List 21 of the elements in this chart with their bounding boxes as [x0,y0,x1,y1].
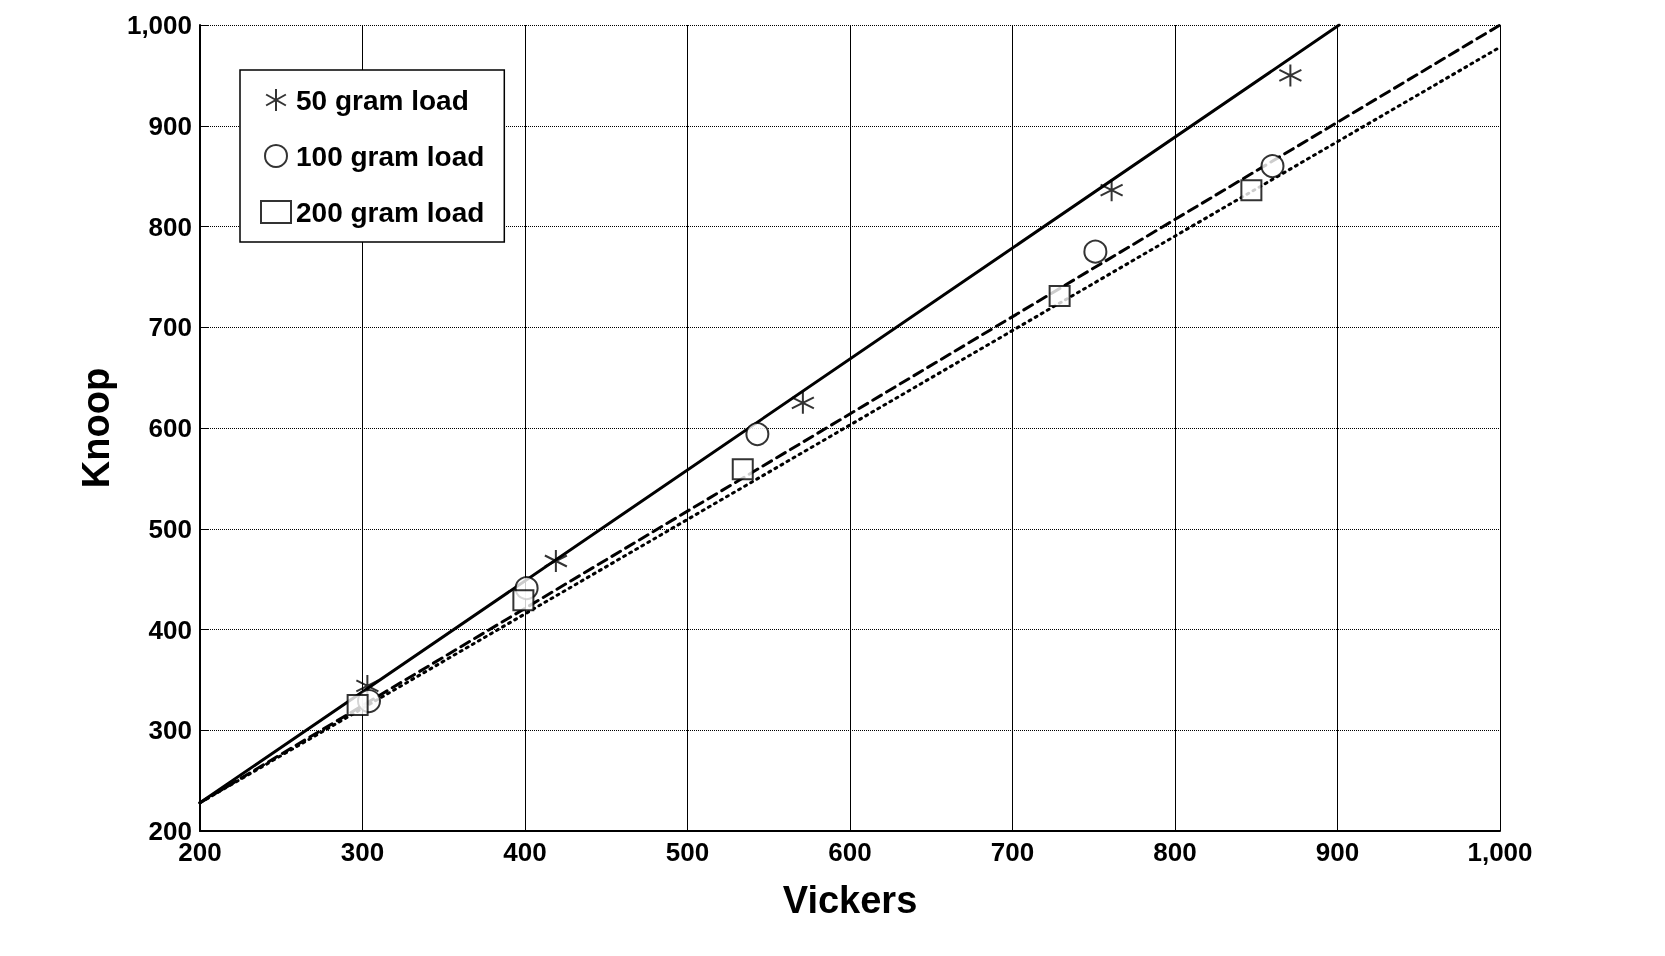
x-tick-label: 600 [828,837,872,867]
y-axis-title: Knoop [75,367,117,489]
x-tick-label: 400 [503,837,547,867]
y-tick-label: 500 [148,513,192,544]
legend-label: 200 gram load [296,196,485,228]
legend-label: 100 gram load [296,140,485,172]
y-tick-label: 800 [148,211,192,242]
x-axis-title: Vickers [782,879,918,921]
x-tick-label: 300 [340,837,385,867]
y-tick-label: 1,000 [126,10,192,40]
y-tick-label: 400 [148,614,192,645]
y-tick-label: 700 [148,312,192,343]
x-tick-label: 500 [665,837,710,867]
x-tick-label: 700 [990,837,1035,867]
x-tick-label: 800 [1153,837,1197,867]
y-tick-label: 300 [148,715,192,746]
x-tick-label: 900 [1315,837,1360,867]
y-tick-label: 600 [148,413,192,443]
x-tick-label: 1,000 [1467,837,1533,867]
y-tick-label: 900 [148,110,192,141]
legend-label: 50 gram load [296,84,469,116]
